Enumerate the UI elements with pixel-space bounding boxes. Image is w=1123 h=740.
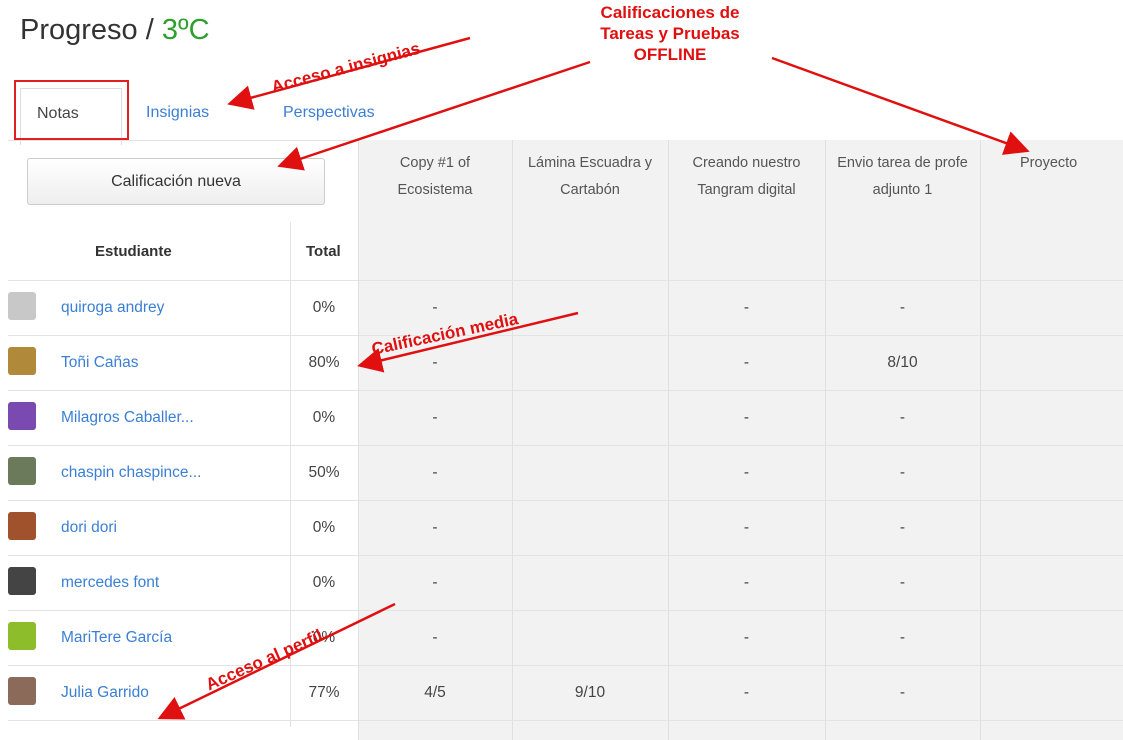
annotation: Calificaciones de Tareas y Pruebas OFFLI… (560, 2, 780, 65)
arrows (0, 0, 1123, 727)
annotation-line: Tareas y Pruebas (560, 23, 780, 44)
annotation-line: Calificaciones de (560, 2, 780, 23)
page: Progreso / 3ºC Copy #1 of EcosistemaLámi… (0, 0, 1123, 727)
annotation-line: OFFLINE (560, 44, 780, 65)
